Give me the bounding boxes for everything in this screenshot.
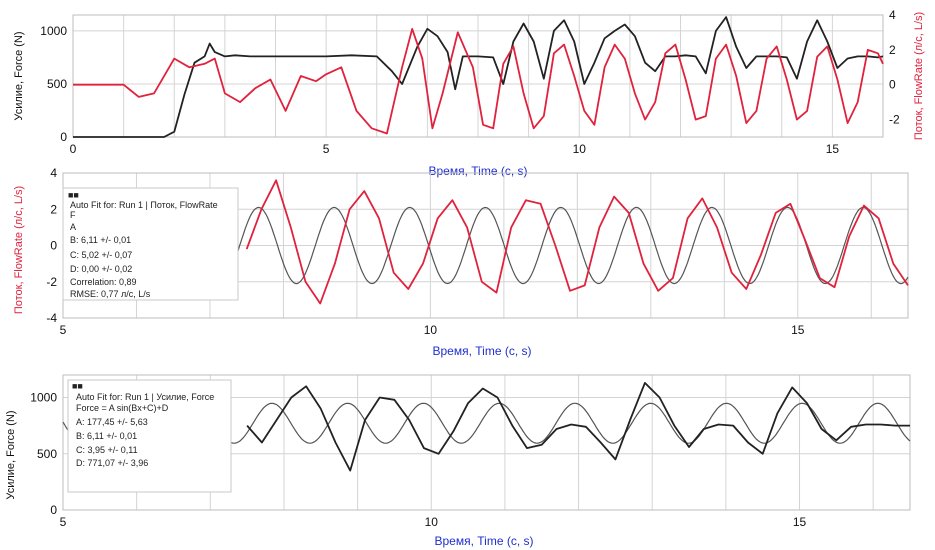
x-tick-label: 10 (425, 515, 439, 529)
fit-box-line: RMSE: 0,77 л/с, L/s (70, 289, 151, 299)
fit-box-line: C: 3,95 +/- 0,11 (76, 445, 138, 455)
fit-box-line: Correlation: 0,89 (70, 277, 137, 287)
panel-3-frame (62, 374, 911, 511)
x-tick-label: 10 (424, 323, 438, 337)
panel-1-y-label: Усилие, Force (N) (13, 31, 25, 120)
panel-1-lines (73, 16, 884, 138)
y-tick-label: 0 (50, 503, 57, 517)
panel-1-x-label: Время, Time (с, s) (429, 164, 528, 178)
x-tick-label: 0 (70, 142, 77, 156)
fit-box-line: D: 771,07 +/- 3,96 (76, 458, 148, 468)
panel-1-ticks: 0 5 10 15 0 500 1000 -2 0 2 4 (40, 8, 900, 156)
y-tick-label: 500 (37, 447, 57, 461)
fit-box-line: Auto Fit for: Run 1 | Поток, FlowRate (70, 200, 218, 210)
y-tick-label: 4 (50, 166, 57, 180)
fit-box-line: C: 5,02 +/- 0,07 (70, 250, 132, 260)
y-tick-label: 0 (50, 239, 57, 253)
fit-box-header[interactable]: ■■ (68, 190, 79, 200)
y-tick-label: 0 (60, 130, 67, 144)
flow-series-line (73, 28, 884, 135)
panel-3: 5 10 15 0 500 1000 ■■ Auto Fit for: Run 1 | У… (5, 374, 911, 548)
x-tick-label: 15 (791, 323, 805, 337)
panel-2-x-label: Время, Time (с, s) (433, 344, 532, 358)
fit-box-frame (62, 187, 239, 301)
y2-tick-label: -2 (889, 113, 900, 127)
y-tick-label: 1000 (30, 391, 57, 405)
y-tick-label: -2 (46, 275, 57, 289)
fit-box-line: Auto Fit for: Run 1 | Усилие, Force (76, 392, 214, 402)
force-series-line (73, 16, 884, 138)
panel-2-ticks: 5 10 15 -4 -2 0 2 4 (46, 166, 804, 337)
panel-3-ticks: 5 10 15 0 500 1000 (30, 391, 806, 530)
panel-1-grid (72, 15, 884, 138)
panel-2: 5 10 15 -4 -2 0 2 4 ■■ Auto Fit for: Run 1 | По… (13, 166, 909, 358)
fit-box-line: F (70, 210, 76, 220)
x-tick-label: 15 (793, 515, 807, 529)
y2-tick-label: 2 (889, 43, 896, 57)
force-series-line (246, 382, 910, 472)
flow-series-line (245, 179, 909, 305)
fit-box-line: A (70, 222, 76, 232)
fit-box-line: B: 6,11 +/- 0,01 (70, 235, 131, 245)
panel-2-y-label: Поток, FlowRate (л/с, L/s) (13, 186, 25, 314)
y-tick-label: 2 (50, 202, 57, 216)
fit-box-frame (67, 379, 232, 493)
y-tick-label: -4 (46, 311, 57, 325)
panel-3-fit-box[interactable]: ■■ Auto Fit for: Run 1 | Усилие, Force F… (67, 379, 232, 493)
fit-box-line: A: 177,45 +/- 5,63 (76, 417, 148, 427)
panel-2-fit-box[interactable]: ■■ Auto Fit for: Run 1 | Поток, FlowRate… (62, 187, 239, 301)
y-tick-label: 1000 (40, 24, 67, 38)
panel-3-x-label: Время, Time (с, s) (435, 534, 534, 548)
x-tick-label: 10 (573, 142, 587, 156)
x-tick-label: 15 (826, 142, 840, 156)
y-tick-label: 500 (47, 77, 67, 91)
panel-1-frame (72, 14, 884, 138)
y2-tick-label: 4 (889, 8, 896, 22)
x-tick-label: 5 (323, 142, 330, 156)
fit-box-line: B: 6,11 +/- 0,01 (76, 431, 137, 441)
x-tick-label: 5 (60, 515, 67, 529)
fit-box-header[interactable]: ■■ (72, 381, 83, 391)
fit-box-line: Force = A sin(Bx+C)+D (76, 403, 169, 413)
panel-1: 0 5 10 15 0 500 1000 -2 0 2 4 Время, Time (с, s) У… (13, 8, 925, 178)
panel-1-y2-label: Поток, FlowRate (л/с, L/s) (913, 12, 925, 140)
y2-tick-label: 0 (889, 78, 896, 92)
x-tick-label: 5 (60, 323, 67, 337)
fit-box-line: D: 0,00 +/- 0,02 (70, 264, 132, 274)
panel-3-y-label: Усилие, Force (N) (5, 410, 17, 499)
